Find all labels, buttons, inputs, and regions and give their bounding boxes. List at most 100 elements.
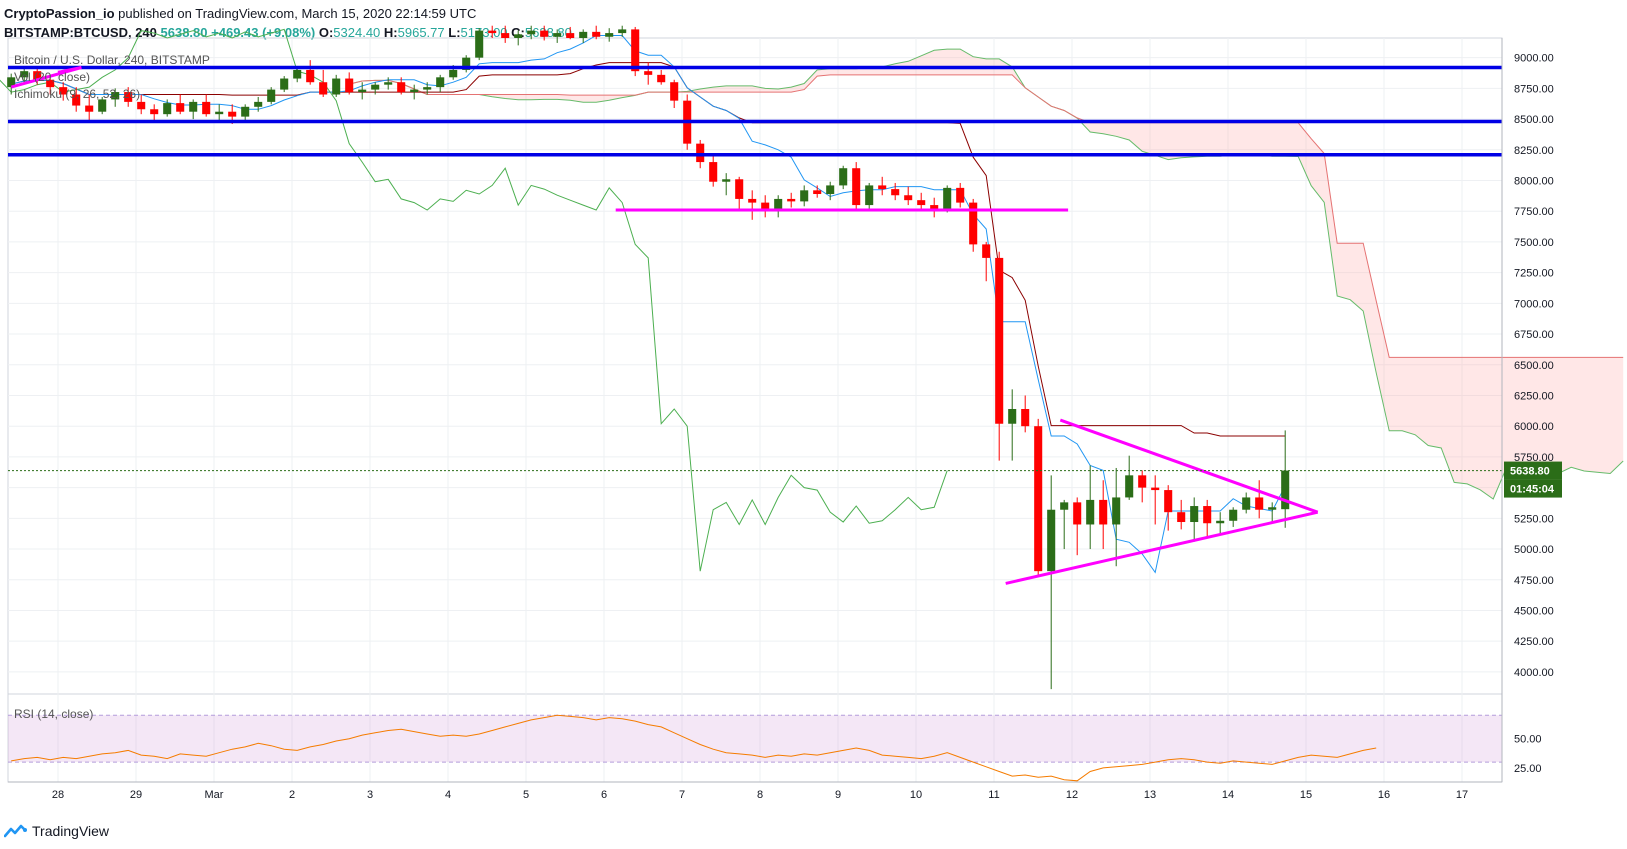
candle-body [124, 92, 133, 102]
candle [605, 28, 614, 42]
footer: TradingView [4, 820, 109, 842]
candle-body [670, 82, 679, 101]
price-tick-label: 7500.00 [1514, 237, 1554, 249]
candle [943, 185, 952, 213]
candle-body [1125, 475, 1134, 498]
candle [709, 155, 718, 187]
candle-body [904, 195, 913, 201]
candle-body [1151, 487, 1160, 491]
candle [618, 25, 627, 37]
candle-body [72, 94, 81, 106]
candle-body [85, 105, 94, 112]
time-tick-label: 4 [445, 789, 451, 801]
candle-body [761, 202, 770, 210]
candle-body [384, 82, 393, 85]
candle-body [267, 89, 276, 102]
candle-body [605, 33, 614, 37]
candle [1255, 480, 1264, 519]
candles [7, 25, 1290, 690]
price-tick-label: 4250.00 [1514, 636, 1554, 648]
legend-main: Bitcoin / U.S. Dollar, 240, BITSTAMP [14, 53, 210, 67]
time-tick-label: 5 [523, 789, 529, 801]
candle [72, 87, 81, 112]
candle [748, 190, 757, 220]
candle-body [787, 198, 796, 202]
time-tick-label: 12 [1066, 789, 1078, 801]
rsi-pane [8, 714, 1502, 782]
legend-vol: Vol (20, close) [14, 70, 90, 84]
candle-body [995, 257, 1004, 424]
candle-body [813, 190, 822, 195]
candle-body [228, 111, 237, 117]
time-tick-label: Mar [205, 789, 224, 801]
candle [475, 28, 484, 61]
candle [566, 26, 575, 40]
candle-body [423, 87, 432, 90]
candle-body [579, 31, 588, 38]
candle-body [735, 179, 744, 199]
candle [293, 67, 302, 83]
triangle-upper-line [1059, 418, 1319, 514]
candle-body [475, 30, 484, 58]
price-tick-label: 4750.00 [1514, 575, 1554, 587]
low-value: 5173.00 [460, 25, 508, 40]
price-tick-label: 6000.00 [1514, 421, 1554, 433]
open-label: O: [318, 25, 334, 40]
candle [358, 82, 367, 100]
candle [267, 87, 276, 105]
candle-body [644, 71, 653, 75]
candle [670, 79, 679, 109]
price-change: +469.43 (+9.08%) [211, 25, 316, 40]
candle-body [1229, 509, 1238, 521]
candle [956, 182, 965, 208]
price-tick-label: 6750.00 [1514, 329, 1554, 341]
candle-body [943, 187, 952, 210]
candle-body [722, 179, 731, 182]
candle-body [59, 87, 68, 95]
candle [579, 29, 588, 43]
candle-body [553, 33, 562, 37]
candle [1164, 485, 1173, 531]
time-tick-label: 9 [835, 789, 841, 801]
candle [891, 182, 900, 201]
candle-body [566, 33, 575, 38]
candle [397, 77, 406, 95]
candle [241, 104, 250, 122]
candle [501, 25, 510, 43]
candle [787, 192, 796, 208]
high-label: H: [383, 25, 398, 40]
candle [1112, 467, 1121, 567]
price-tick-label: 4500.00 [1514, 605, 1554, 617]
tenkan-line [11, 35, 1286, 574]
time-tick-label: 10 [910, 789, 922, 801]
price-tick-label: 5750.00 [1514, 452, 1554, 464]
time-tick-label: 2 [289, 789, 295, 801]
legend-ichimoku: Ichimoku (9, 26, 52, 26) [14, 87, 140, 101]
candle [826, 181, 835, 201]
candle-body [501, 33, 510, 38]
candle [813, 185, 822, 198]
candle [774, 195, 783, 218]
price-tick-label: 5250.00 [1514, 513, 1554, 525]
candle-body [202, 101, 211, 115]
candle-body [1138, 475, 1147, 488]
wedge-drawing [10, 66, 82, 89]
candle-body [1177, 512, 1186, 523]
candle-body [1216, 520, 1225, 524]
candle [657, 69, 666, 85]
candle-body [319, 82, 328, 95]
candle [111, 88, 120, 107]
open-value: 5324.40 [333, 25, 381, 40]
author-name[interactable]: CryptoPassion_io [4, 6, 115, 21]
time-tick-label: 16 [1378, 789, 1390, 801]
publish-info: published on TradingView.com, March 15, … [114, 6, 477, 21]
rsi-tick-label: 50.00 [1514, 734, 1542, 746]
price-tick-label: 5000.00 [1514, 544, 1554, 556]
candle [722, 173, 731, 196]
candle [930, 197, 939, 218]
candle [904, 186, 913, 206]
candle [1008, 389, 1017, 461]
brand-name[interactable]: TradingView [32, 823, 110, 839]
candle-body [436, 77, 445, 88]
